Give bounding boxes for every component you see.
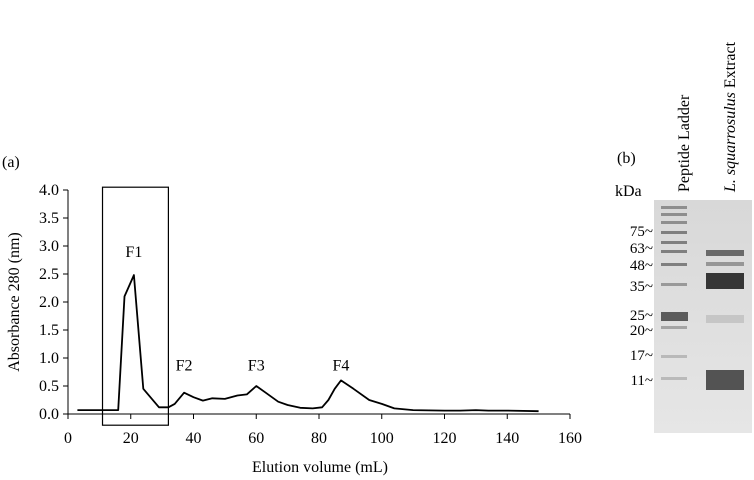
ladder-band bbox=[661, 241, 687, 244]
y-tick-label: 2.0 bbox=[39, 294, 59, 311]
marker-label: 75~ bbox=[630, 224, 653, 240]
x-tick-label: 0 bbox=[64, 430, 72, 447]
x-tick-label: 60 bbox=[248, 430, 264, 447]
extract-word: Extract bbox=[722, 41, 739, 92]
y-tick-label: 3.0 bbox=[39, 238, 59, 255]
extract-band bbox=[706, 250, 744, 256]
marker-label: 63~ bbox=[630, 241, 653, 257]
x-tick-label: 40 bbox=[186, 430, 202, 447]
chart-a: 0.0 0.5 1.0 1.5 2.0 2.5 3.0 3.5 4.0 0 20 40 60 80 100… bbox=[6, 182, 582, 476]
ladder-band bbox=[661, 312, 688, 321]
y-tick-label: 4.0 bbox=[39, 182, 59, 199]
y-axis-label: Absorbance 280 (nm) bbox=[6, 232, 23, 372]
extract-band bbox=[706, 273, 744, 289]
x-tick-label: 120 bbox=[433, 430, 457, 447]
marker-label: 25~ bbox=[630, 308, 653, 324]
x-ticks: 0 20 40 60 80 100 120 140 160 bbox=[64, 414, 582, 447]
ladder-band bbox=[661, 326, 687, 329]
y-tick-label: 3.5 bbox=[39, 210, 59, 227]
extract-band bbox=[706, 262, 744, 266]
marker-label: 11~ bbox=[630, 373, 653, 389]
lane-label-ladder: Peptide Ladder bbox=[676, 94, 693, 192]
x-tick-label: 140 bbox=[495, 430, 519, 447]
extract-band bbox=[706, 370, 744, 390]
ladder-band bbox=[661, 283, 687, 286]
y-tick-label: 0.5 bbox=[39, 378, 59, 395]
ladder-band bbox=[661, 355, 687, 358]
ladder-lane bbox=[661, 206, 688, 380]
x-tick-label: 80 bbox=[311, 430, 327, 447]
panel-b-label: (b) bbox=[617, 150, 636, 167]
kda-label: kDa bbox=[615, 183, 642, 200]
peak-annotations: F1 F2 F3 F4 bbox=[125, 244, 349, 374]
ladder-band bbox=[661, 250, 687, 253]
ladder-band bbox=[661, 206, 687, 209]
extract-lane bbox=[706, 250, 744, 390]
peak-label: F4 bbox=[333, 357, 350, 374]
lane-label-extract: L. squarrosulus Extract bbox=[722, 41, 739, 193]
ladder-band bbox=[661, 377, 687, 380]
y-tick-label: 1.0 bbox=[39, 350, 59, 367]
peak-label: F3 bbox=[248, 357, 265, 374]
extract-band bbox=[706, 315, 744, 323]
ladder-band bbox=[661, 263, 687, 266]
y-tick-label: 2.5 bbox=[39, 266, 59, 283]
x-axis-label: Elution volume (mL) bbox=[252, 459, 388, 476]
highlight-box-f1 bbox=[101, 186, 169, 426]
peak-label: F1 bbox=[125, 244, 142, 261]
x-tick-label: 20 bbox=[123, 430, 139, 447]
marker-label: 48~ bbox=[630, 258, 653, 274]
marker-label: 35~ bbox=[630, 279, 653, 295]
x-tick-label: 100 bbox=[370, 430, 394, 447]
series-line bbox=[77, 274, 539, 413]
peak-label: F2 bbox=[176, 357, 193, 374]
ladder-band bbox=[661, 213, 687, 216]
x-tick-label: 160 bbox=[558, 430, 582, 447]
y-ticks: 0.0 0.5 1.0 1.5 2.0 2.5 3.0 3.5 4.0 bbox=[39, 182, 68, 423]
panel-a-label: (a) bbox=[2, 154, 20, 171]
y-tick-label: 1.5 bbox=[39, 322, 59, 339]
kda-markers: 75~ 63~ 48~ 35~ 25~ 20~ 17~ 11~ bbox=[630, 224, 653, 389]
extract-species: L. squarrosulus bbox=[722, 92, 739, 193]
marker-label: 20~ bbox=[630, 323, 653, 339]
marker-label: 17~ bbox=[630, 348, 653, 364]
ladder-band bbox=[661, 221, 687, 224]
y-tick-label: 0.0 bbox=[39, 406, 59, 423]
ladder-band bbox=[661, 231, 687, 234]
